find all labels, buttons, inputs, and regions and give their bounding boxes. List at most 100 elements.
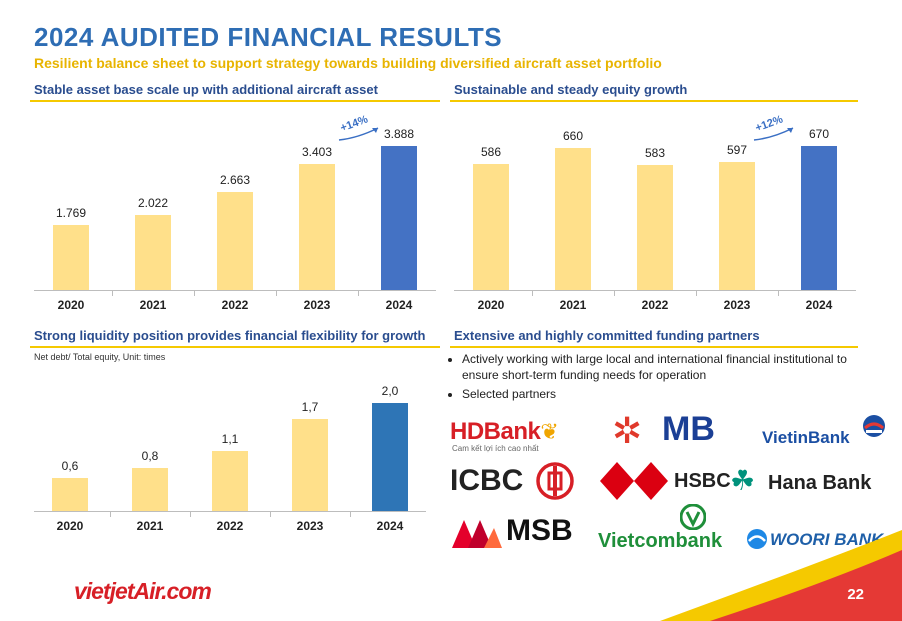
bar-value-label: 1,7	[301, 399, 319, 414]
funding-heading-underline	[450, 346, 858, 348]
bar-value-label: 1.769	[55, 205, 87, 220]
icbc-logo: ICBC	[450, 464, 524, 497]
hsbc-logo: HSBC	[674, 470, 731, 492]
bar-value-label: 1,1	[221, 432, 239, 447]
axis-tick	[358, 290, 359, 296]
category-label: 2023	[303, 298, 331, 312]
category-label: 2020	[57, 298, 85, 312]
x-axis-line	[34, 290, 436, 291]
bar-2024	[372, 402, 408, 511]
axis-tick	[778, 290, 779, 296]
category-label: 2020	[56, 519, 84, 533]
category-label: 2023	[723, 298, 751, 312]
liquidity-heading: Strong liquidity position provides finan…	[34, 328, 426, 343]
bar-value-label: 3.403	[301, 145, 333, 160]
corner-swoosh-decoration	[660, 530, 902, 621]
category-label: 2021	[139, 298, 167, 312]
axis-tick	[532, 290, 533, 296]
axis-tick	[614, 290, 615, 296]
bar-value-label: 597	[726, 142, 748, 157]
category-label: 2021	[559, 298, 587, 312]
liquidity-heading-underline	[30, 346, 440, 348]
bar-value-label: 2,0	[381, 383, 399, 398]
equity-heading: Sustainable and steady equity growth	[454, 82, 688, 97]
equity-chart: 586 2020 660 2021 583 2022 597 2023 670 2024	[450, 110, 860, 320]
axis-tick	[190, 511, 191, 517]
vietjet-logo: vietjetAir.com	[74, 578, 212, 604]
funding-bullets: Actively working with large local and in…	[450, 351, 870, 405]
x-axis-line	[454, 290, 856, 291]
axis-tick	[270, 511, 271, 517]
bar-value-label: 586	[480, 144, 502, 159]
bar-2022	[217, 191, 253, 290]
bar-2021	[132, 467, 168, 511]
bar-2023	[719, 161, 755, 290]
liquidity-note: Net debt/ Total equity, Unit: times	[34, 352, 166, 362]
wooribank-emblem-icon	[747, 529, 767, 549]
bar-2020	[473, 163, 509, 290]
bar-2020	[52, 478, 88, 511]
vietcombank-logo: Vietcombank	[598, 530, 723, 552]
category-label: 2021	[136, 519, 164, 533]
bar-value-label: 583	[644, 145, 666, 160]
axis-tick	[276, 290, 277, 296]
bar-value-label: 2.022	[137, 196, 169, 211]
category-label: 2024	[376, 519, 404, 533]
icbc-emblem-icon	[536, 462, 574, 500]
bar-value-label: 0,6	[61, 459, 79, 474]
bar-value-label: 3.888	[383, 127, 415, 142]
page-title: 2024 AUDITED FINANCIAL RESULTS	[34, 22, 503, 52]
mb-logo: MB	[662, 410, 715, 448]
wooribank-logo: WOORI BANK	[770, 530, 884, 549]
mb-star-icon: ✲	[612, 410, 643, 451]
page-subtitle: Resilient balance sheet to support strat…	[34, 55, 662, 71]
assets-heading-underline	[30, 100, 440, 102]
bar-2021	[135, 215, 171, 290]
assets-growth-arrow	[338, 127, 379, 141]
axis-tick	[194, 290, 195, 296]
vietcombank-emblem-icon	[680, 504, 706, 530]
x-axis-line	[34, 511, 426, 512]
bar-value-label: 670	[808, 126, 830, 141]
bar-value-label: 0,8	[141, 448, 159, 463]
hdbank-logo: HDBank❦	[450, 418, 559, 445]
bar-value-label: 660	[562, 128, 584, 143]
bar-value-label: 2.663	[219, 172, 251, 187]
category-label: 2022	[221, 298, 249, 312]
axis-tick	[112, 290, 113, 296]
axis-tick	[350, 511, 351, 517]
bar-2024	[801, 145, 837, 290]
axis-tick	[696, 290, 697, 296]
axis-tick	[110, 511, 111, 517]
category-label: 2022	[641, 298, 669, 312]
liquidity-chart: 0,6 2020 0,8 2021 1,1 2022 1,7 2023 2,0 2024	[30, 360, 430, 545]
assets-chart: 1.769 2020 2.022 2021 2.663 2022 3.403 2023 3.88…	[30, 110, 440, 320]
category-label: 2023	[296, 519, 324, 533]
bar-2022	[637, 164, 673, 290]
hsbc-hexagon-icon	[600, 462, 668, 500]
equity-growth-arrow	[753, 127, 794, 141]
bar-2023	[292, 418, 328, 511]
msb-emblem-icon	[452, 520, 502, 548]
category-label: 2022	[216, 519, 244, 533]
funding-bullet: Selected partners	[462, 386, 870, 402]
funding-heading: Extensive and highly committed funding p…	[454, 328, 760, 343]
bar-2023	[299, 164, 335, 290]
funding-bullet: Actively working with large local and in…	[462, 351, 870, 383]
hanabank-logo: Hana Bank	[768, 472, 872, 494]
bar-2020	[53, 224, 89, 290]
vietinbank-emblem-icon	[863, 415, 885, 437]
msb-logo: MSB	[506, 514, 573, 547]
equity-heading-underline	[450, 100, 858, 102]
category-label: 2024	[805, 298, 833, 312]
hanabank-emblem-icon: ☘	[730, 465, 756, 496]
bar-2022	[212, 451, 248, 511]
bar-2024	[381, 146, 417, 290]
bar-2021	[555, 147, 591, 290]
page-number: 22	[847, 586, 864, 603]
assets-heading: Stable asset base scale up with addition…	[34, 82, 378, 97]
category-label: 2024	[385, 298, 413, 312]
vietinbank-logo: VietinBank	[762, 428, 850, 447]
category-label: 2020	[477, 298, 505, 312]
hdbank-tagline: Cam kết lợi ích cao nhất	[452, 444, 539, 453]
